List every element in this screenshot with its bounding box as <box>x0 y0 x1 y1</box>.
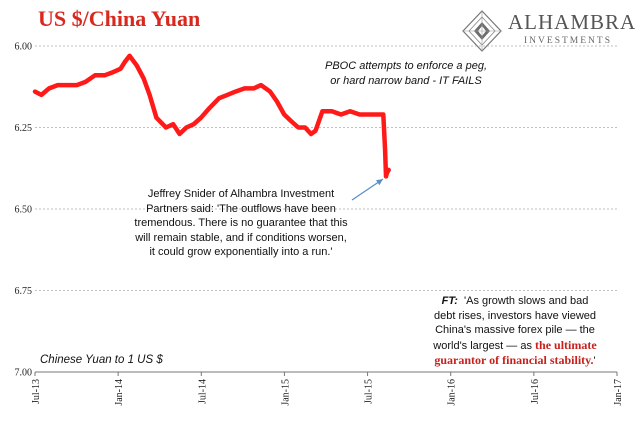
annotation-ft-line: world's largest — as the ultimate <box>390 338 640 354</box>
annotation-ft-line: China's massive forex pile — the <box>435 324 595 336</box>
annotation-pboc: PBOC attempts to enforce a peg, or hard … <box>286 59 526 88</box>
annotation-pboc-line: PBOC attempts to enforce a peg, <box>324 60 488 72</box>
alhambra-logo: ALHAMBRA INVESTMENTS <box>460 8 638 54</box>
x-tick-label: Jul-13 <box>31 379 42 404</box>
annotation-snider-line: Partners said: 'The outflows have been <box>146 202 336 215</box>
annotation-pboc-line: or hard narrow band - IT FAILS <box>330 74 482 87</box>
x-tick-label: Jan-14 <box>114 379 125 406</box>
annotation-ft-text: world's largest — as <box>433 339 532 352</box>
x-tick-label: Jul-14 <box>197 379 208 404</box>
annotation-ft-line: guarantor of financial stability.' <box>390 353 640 369</box>
y-tick-label: 6.75 <box>15 286 33 297</box>
x-tick-label: Jul-15 <box>364 379 375 404</box>
series-line <box>32 53 391 179</box>
chart-title: US $/China Yuan <box>38 6 201 31</box>
x-tick-label: Jan-16 <box>447 379 458 406</box>
annotation-snider-line: it could grow exponentially into a run.' <box>149 246 333 258</box>
logo-tagline: INVESTMENTS <box>524 36 612 46</box>
annotation-snider-line: Jeffrey Snider of Alhambra Investment <box>147 188 335 200</box>
y-tick-label: 6.00 <box>15 42 33 53</box>
y-tick-label: 6.50 <box>15 205 33 216</box>
annotation-ft-source: FT: <box>441 295 458 307</box>
y-tick-label: 6.25 <box>15 123 33 134</box>
annotation-ft-highlight: the ultimate <box>535 337 597 352</box>
annotation-arrowhead <box>375 179 383 186</box>
annotation-snider-quote: Jeffrey Snider of Alhambra Investment Pa… <box>116 187 366 260</box>
annotation-ft-highlight: guarantor of financial stability. <box>434 353 594 367</box>
logo-name: ALHAMBRA <box>508 10 637 34</box>
annotation-ft-text: 'As growth slows and bad <box>464 295 589 307</box>
y-tick-label: 7.00 <box>15 368 33 379</box>
x-tick-label: Jan-15 <box>280 379 291 406</box>
annotation-snider-line: tremendous. There is no guarantee that t… <box>134 217 348 229</box>
annotation-ft-line: FT: 'As growth slows and bad <box>390 294 640 309</box>
annotation-ft-quote: FT: 'As growth slows and bad debt rises,… <box>390 294 640 369</box>
annotation-snider-line: will remain stable, and if conditions wo… <box>135 231 347 244</box>
annotation-ft-line: debt rises, investors have viewed <box>433 309 597 322</box>
x-tick-label: Jan-17 <box>613 379 624 406</box>
alhambra-diamond-icon <box>462 10 502 52</box>
annotation-ft-quote-end: ' <box>593 355 596 367</box>
chart-subtitle: Chinese Yuan to 1 US $ <box>40 354 163 366</box>
x-tick-label: Jul-16 <box>530 379 541 404</box>
